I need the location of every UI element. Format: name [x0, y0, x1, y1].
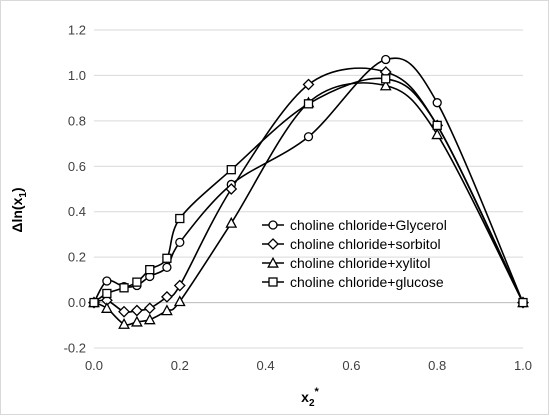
data-point-circle [432, 98, 442, 108]
y-tick-label: -0.2 [64, 341, 86, 356]
x-tick-label: 0.4 [257, 358, 275, 373]
legend-entry: choline chloride+glucose [262, 274, 444, 290]
legend-label: choline chloride+Glycerol [290, 217, 447, 233]
data-point-square [518, 297, 528, 308]
data-point-square [162, 253, 172, 263]
legend-entry: choline chloride+sorbitol [262, 236, 441, 252]
data-point-triangle [100, 302, 113, 313]
data-point-diamond [143, 302, 156, 315]
data-point-circle [381, 54, 391, 65]
data-point-triangle [118, 317, 130, 329]
data-point-triangle [161, 304, 173, 316]
data-point-triangle [379, 79, 392, 91]
data-point-triangle [173, 295, 186, 307]
legend-label: choline chloride+xylitol [290, 255, 430, 271]
data-point-square [381, 74, 391, 84]
y-tick-label: 1.0 [68, 68, 86, 83]
y-tick-label: 0.8 [68, 113, 86, 128]
x-axis-title: x2* [301, 386, 319, 409]
y-tick-label: 0.6 [68, 159, 86, 174]
data-point-circle [175, 237, 185, 248]
legend-marker-square [268, 277, 278, 287]
data-point-square [432, 120, 442, 131]
data-point-diamond [225, 183, 238, 195]
gridlines [94, 29, 523, 349]
data-point-diamond [161, 290, 173, 303]
data-point-circle [162, 262, 172, 273]
data-point-triangle [131, 315, 143, 327]
data-point-square [89, 297, 99, 308]
y-tick-label: 1.2 [68, 23, 86, 38]
data-point-diamond [302, 78, 315, 91]
y-axis-title: Δln(x1) [9, 187, 29, 232]
data-point-circle [303, 132, 314, 142]
legend-label: choline chloride+glucose [290, 274, 444, 290]
legend-marker-circle [268, 220, 278, 230]
data-point-square [102, 288, 112, 299]
data-point-diamond [118, 305, 130, 318]
data-point-diamond [173, 279, 186, 292]
x-tick-label: 0.8 [428, 358, 446, 373]
data-point-square [145, 264, 155, 275]
data-point-square [119, 283, 129, 293]
x-tick-label: 0.2 [171, 358, 189, 373]
y-tick-label: 0.0 [68, 295, 86, 310]
data-point-triangle [143, 313, 156, 325]
legend-marker-diamond [267, 238, 279, 250]
data-point-triangle [225, 216, 238, 228]
y-tick-label: 0.2 [68, 250, 86, 265]
data-point-square [303, 99, 314, 109]
tick-labels: -0.2 0.0 0.2 0.4 0.6 0.8 1.0 1.2 0.0 0.2 0.4 0.6 0.8… [64, 23, 532, 374]
legend-entry: choline chloride+Glycerol [262, 217, 447, 233]
data-point-square [132, 277, 142, 287]
series-markers [88, 54, 529, 329]
data-point-diamond [130, 304, 143, 317]
x-tick-label: 1.0 [514, 358, 532, 373]
x-tick-label: 0.0 [85, 358, 103, 373]
legend-marker-triangle [267, 256, 279, 268]
data-point-square [226, 165, 236, 175]
y-tick-label: 0.4 [68, 204, 86, 219]
data-point-square [175, 213, 185, 224]
data-point-circle [102, 276, 112, 286]
legend-label: choline chloride+sorbitol [290, 236, 441, 252]
data-point-triangle [431, 128, 444, 140]
legend: choline chloride+Glycerol choline chlorid… [262, 217, 447, 290]
legend-entry: choline chloride+xylitol [262, 255, 430, 271]
x-tick-label: 0.6 [342, 358, 360, 373]
